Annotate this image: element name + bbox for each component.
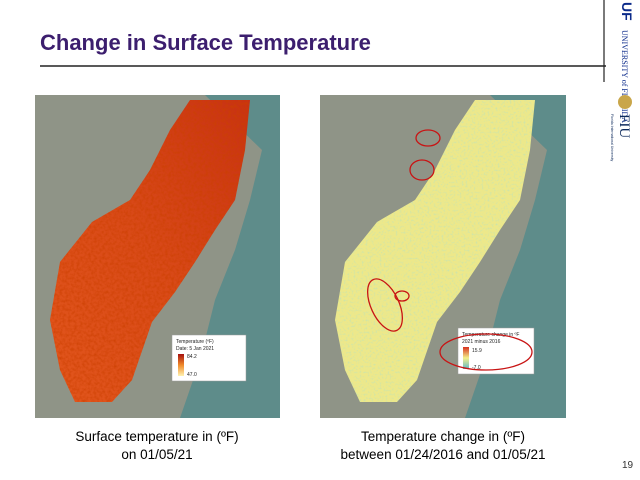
annotation-circle — [367, 278, 403, 332]
right-map: Temperature change in ºF 2021 minus 2016… — [320, 95, 566, 418]
legend-colorbar — [178, 354, 184, 376]
sea — [465, 95, 566, 418]
fiu-seal — [618, 95, 632, 109]
fiu-name: Florida International University — [610, 114, 614, 162]
fiu-mark: FIU — [616, 114, 632, 138]
annotation-circle — [415, 129, 441, 147]
annotation-circle — [409, 159, 435, 181]
annotation-circle — [439, 333, 533, 371]
uf-name: UNIVERSITY of FLORIDA — [620, 30, 629, 123]
uf-mark: UF — [619, 2, 635, 21]
legend-max: 84.2 — [187, 354, 197, 360]
left-caption-line2: on 01/05/21 — [121, 447, 192, 462]
legend-subtitle: 2021 minus 2016 — [462, 339, 501, 345]
temperature-texture — [50, 100, 250, 402]
legend-title: Temperature change in ºF — [462, 332, 519, 338]
fiu-logo: FIU Florida International University — [610, 95, 632, 162]
legend-box — [457, 327, 535, 375]
legend-title: Temperature (ºF) — [176, 339, 214, 345]
legend-colorbar — [463, 347, 469, 369]
right-caption-line1: Temperature change in (ºF) — [361, 429, 525, 444]
legend-max: 15.9 — [472, 348, 482, 354]
sea — [180, 95, 280, 418]
page-number: 19 — [622, 460, 634, 471]
left-map: Temperature (ºF) Date: 5 Jan 2021 84.2 4… — [35, 95, 280, 418]
left-caption-line1: Surface temperature in (ºF) — [75, 429, 238, 444]
annotation-circle — [394, 290, 410, 302]
uf-logo: UF UNIVERSITY of FLORIDA — [619, 2, 635, 123]
annotations — [367, 129, 533, 371]
legend-min: 47.0 — [187, 372, 197, 378]
right-caption-line2: between 01/24/2016 and 01/05/21 — [341, 447, 546, 462]
legend-date: Date: 5 Jan 2021 — [176, 346, 214, 352]
slide-title: Change in Surface Temperature — [40, 30, 371, 55]
legend-box — [171, 334, 247, 382]
change-texture — [335, 100, 535, 402]
legend-min: -7.0 — [472, 365, 481, 371]
